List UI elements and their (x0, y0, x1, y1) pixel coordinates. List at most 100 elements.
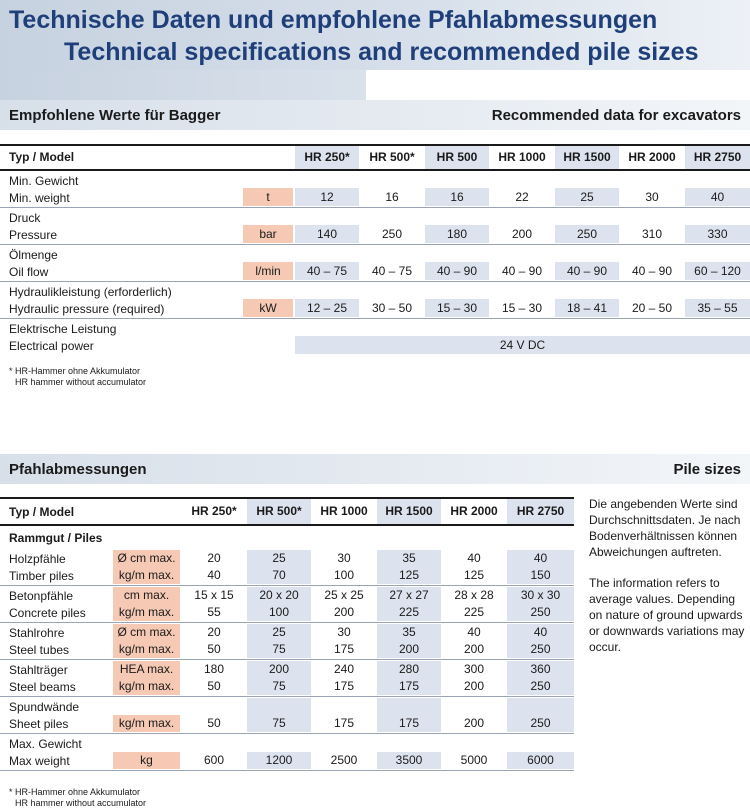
value-cell: 180 (425, 225, 489, 243)
value-cell: 250 (507, 678, 574, 695)
value-cell: 175 (333, 642, 355, 656)
piles-subheader: Rammgut / Piles (9, 531, 103, 545)
footnote-german: * HR-Hammer ohne Akkumulator (9, 366, 141, 376)
value-cell: 25 (555, 188, 619, 206)
value-cell: 250 (507, 604, 574, 621)
page-header: Technische Daten und empfohlene Pfahlabm… (0, 0, 750, 100)
value-cell: 250 (507, 698, 574, 732)
value-cell: 20 – 50 (631, 301, 673, 315)
unit-cell: l/min (243, 262, 293, 280)
value-cell: 250 (555, 225, 619, 243)
unit-cell: kg (113, 752, 180, 769)
table-row: Spundwände Sheet piles kg/m max. 50 75 1… (0, 697, 574, 734)
footnote-english: HR hammer without accumulator (15, 377, 147, 387)
value-cell: 75 (247, 641, 311, 658)
value-cell: 20 (207, 625, 221, 639)
value-cell: 60 – 120 (685, 262, 750, 280)
table-row: Ölmenge Oil flow l/min 40 – 75 40 – 75 4… (0, 245, 750, 282)
footnote-german: * HR-Hammer ohne Akkumulator (9, 787, 141, 797)
value-cell: 40 (507, 550, 574, 567)
value-cell: 28 x 28 (454, 588, 494, 602)
table-row: Min. Gewicht Min. weight t 12 16 16 22 2… (0, 171, 750, 208)
value-cell: 360 (507, 661, 574, 678)
value-cell: 600 (203, 753, 225, 767)
table-row: Max. Gewicht Max weight kg 600 1200 2500… (0, 734, 574, 771)
value-cell: 200 (463, 642, 485, 656)
row-label-english: Min. weight (9, 191, 70, 205)
value-cell: 27 x 27 (377, 587, 441, 604)
row-label-german: Hydraulikleistung (erforderlich) (9, 285, 172, 299)
value-cell: 175 (333, 716, 355, 730)
value-cell: 2500 (330, 753, 358, 767)
table-row: Stahlrohre Steel tubes Ø cm max. kg/m ma… (0, 623, 574, 660)
model-label: Typ / Model (9, 150, 75, 164)
header-band-lower (0, 70, 366, 100)
value-cell: 30 (337, 625, 351, 639)
header-band (0, 0, 750, 70)
model-header: HR 2000 (628, 150, 676, 164)
value-cell: 40 – 90 (555, 262, 619, 280)
power-value: 24 V DC (295, 336, 750, 354)
value-cell: 200 (377, 641, 441, 658)
value-cell: 40 (685, 188, 750, 206)
unit-cell: kg/m max. (113, 641, 180, 658)
unit-cell: t (243, 188, 293, 206)
model-header: HR 1000 (320, 504, 368, 518)
table-row: Elektrische Leistung Electrical power 24… (0, 319, 750, 356)
model-header: HR 250* (295, 146, 359, 169)
value-cell: 240 (333, 662, 355, 676)
model-header: HR 1500 (555, 146, 619, 169)
table-subheader: Rammgut / Piles (0, 526, 574, 549)
title-german: Technische Daten und empfohlene Pfahlabm… (9, 6, 658, 34)
value-cell: 6000 (507, 752, 574, 769)
value-cell: 250 (381, 227, 403, 241)
model-header: HR 2750 (507, 499, 574, 524)
value-cell: 1200 (247, 752, 311, 769)
row-label-english: Oil flow (9, 265, 49, 279)
unit-cell: kg/m max. (113, 678, 180, 695)
value-cell: 40 – 90 (631, 264, 673, 278)
value-cell: 15 – 30 (425, 299, 489, 317)
value-cell: 35 – 55 (685, 299, 750, 317)
value-cell: 175 (377, 678, 441, 695)
value-cell: 200 (463, 716, 485, 730)
value-cell: 200 (511, 227, 533, 241)
unit-cell: Ø cm max. (113, 624, 180, 641)
value-cell: 40 (507, 624, 574, 641)
unit-cell: HEA max. (113, 661, 180, 678)
section-title-german: Empfohlene Werte für Bagger (9, 107, 221, 124)
value-cell: 300 (463, 662, 485, 676)
table-header-row: Typ / Model HR 250* HR 500* HR 500 HR 10… (0, 144, 750, 171)
unit-cell: kg/m max. (113, 604, 180, 621)
model-header: HR 250* (191, 504, 237, 518)
value-cell: 330 (685, 225, 750, 243)
value-cell: 15 – 30 (501, 301, 543, 315)
value-cell: 75 (247, 678, 311, 695)
value-cell: 40 (207, 568, 221, 582)
value-cell: 50 (207, 716, 221, 730)
row-label-english: Pressure (9, 228, 58, 242)
row-label-english: Hydraulic pressure (required) (9, 302, 165, 316)
value-cell: 225 (463, 605, 485, 619)
row-label-english: Electrical power (9, 339, 94, 353)
excavator-table: Typ / Model HR 250* HR 500* HR 500 HR 10… (0, 144, 750, 356)
section-title-english: Pile sizes (673, 461, 741, 478)
value-cell: 140 (295, 225, 359, 243)
value-cell: 100 (333, 568, 355, 582)
value-cell: 30 (337, 551, 351, 565)
value-cell: 125 (377, 567, 441, 584)
pile-table: Typ / Model HR 250* HR 500* HR 1000 HR 1… (0, 497, 574, 771)
model-header: HR 500* (369, 150, 415, 164)
value-cell: 25 (247, 624, 311, 641)
value-cell: 225 (377, 604, 441, 621)
section-title-english: Recommended data for excavators (491, 107, 741, 124)
value-cell: 16 (385, 190, 399, 204)
value-cell: 180 (203, 662, 225, 676)
value-cell: 150 (507, 567, 574, 584)
value-cell: 40 (467, 551, 481, 565)
value-cell: 3500 (377, 752, 441, 769)
row-label-english: Timber piles (9, 569, 74, 583)
section-excavators-header: Empfohlene Werte für Bagger Recommended … (0, 100, 750, 130)
value-cell: 200 (247, 661, 311, 678)
value-cell: 18 – 41 (555, 299, 619, 317)
